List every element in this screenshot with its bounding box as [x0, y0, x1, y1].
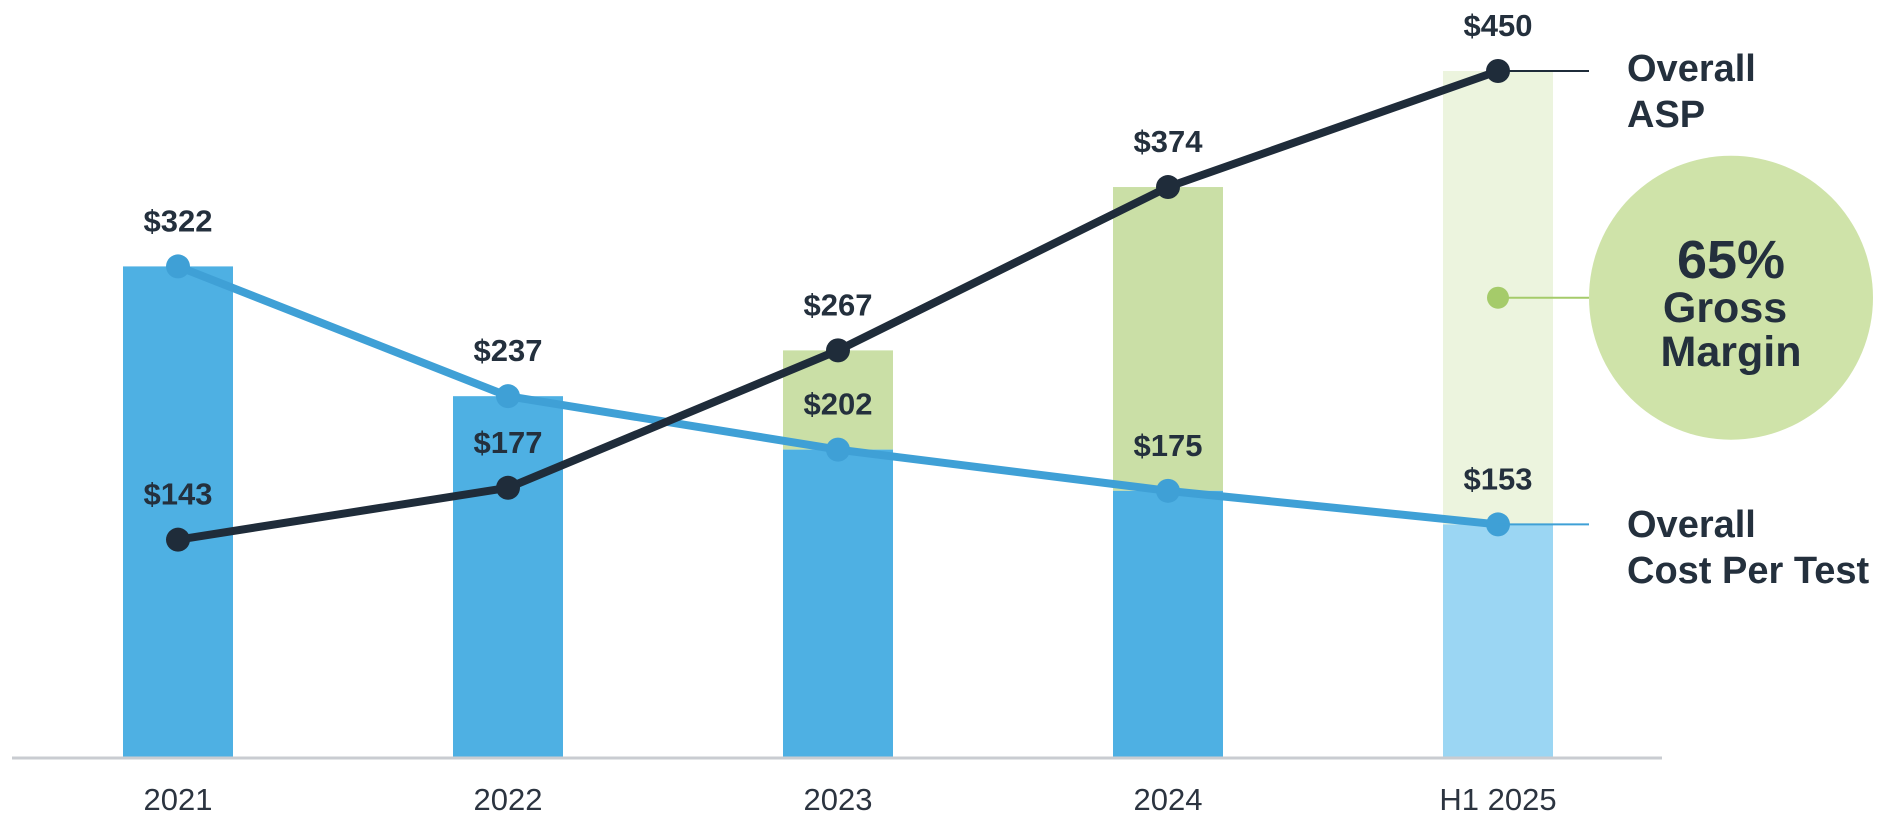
asp-value-label: $177: [474, 425, 543, 460]
margin-dot: [1487, 286, 1509, 309]
asp-point: [496, 475, 520, 500]
cost-point: [166, 254, 190, 279]
gross-margin-value: 65%: [1677, 230, 1785, 290]
x-tick-label: 2021: [144, 782, 213, 817]
cost-bar-0: [123, 266, 233, 758]
series-labels-layer: Overall ASP Overall Cost Per Test 65% Gr…: [1487, 48, 1873, 592]
asp-point: [826, 338, 850, 363]
lines-layer: [166, 59, 1510, 552]
asp-series-label: Overall ASP: [1627, 48, 1766, 136]
x-tick-label: 2024: [1134, 782, 1203, 817]
value-labels-layer: $143 $177 $267 $374 $450 $322 $237 $202 $175 $153: [144, 8, 1533, 512]
cost-bar-1: [453, 396, 563, 758]
cost-point: [826, 437, 850, 462]
cost-point: [496, 384, 520, 409]
x-tick-labels: 2021 2022 2023 2024 H1 2025: [144, 782, 1557, 817]
margin-bar-3: [1113, 187, 1223, 491]
x-tick-label: 2022: [474, 782, 543, 817]
asp-point: [1156, 175, 1180, 200]
cost-point: [1156, 478, 1180, 503]
cost-bar-3: [1113, 490, 1223, 758]
cost-value-label: $153: [1464, 461, 1533, 496]
x-tick-label: H1 2025: [1439, 782, 1556, 817]
bars-layer: [123, 71, 1553, 758]
cost-value-label: $202: [804, 387, 873, 422]
cost-value-label: $237: [474, 333, 543, 368]
gross-margin-label: Gross Margin: [1661, 284, 1802, 376]
asp-point: [166, 527, 190, 552]
asp-value-label: $450: [1464, 8, 1533, 43]
asp-value-label: $374: [1134, 124, 1204, 159]
x-tick-label: 2023: [804, 782, 873, 817]
asp-value-label: $143: [144, 477, 213, 512]
cost-bar-2: [783, 449, 893, 758]
asp-value-label: $267: [804, 287, 873, 322]
cost-series-label: Overall Cost Per Test: [1627, 504, 1869, 592]
cost-value-label: $175: [1134, 428, 1203, 463]
gross-margin-circle: [1589, 155, 1873, 440]
cost-bar-4: [1443, 524, 1553, 758]
cost-value-label: $322: [144, 203, 213, 238]
